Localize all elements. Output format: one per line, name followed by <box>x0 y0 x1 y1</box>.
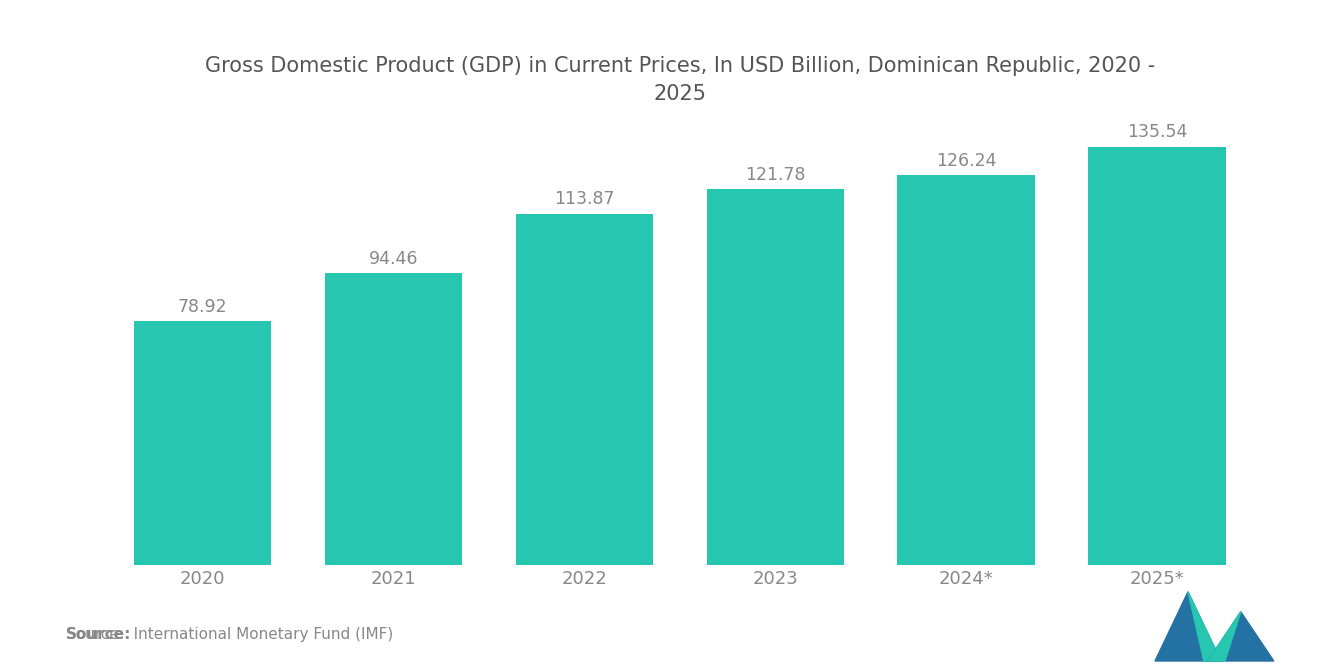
Text: Source:  International Monetary Fund (IMF): Source: International Monetary Fund (IMF… <box>66 626 393 642</box>
Bar <box>325 273 462 565</box>
Text: 113.87: 113.87 <box>554 190 615 208</box>
Text: Source:: Source: <box>66 626 132 642</box>
Bar <box>898 176 1035 565</box>
Text: 78.92: 78.92 <box>178 298 227 316</box>
Text: 121.78: 121.78 <box>744 166 805 184</box>
Polygon shape <box>1208 612 1241 661</box>
Bar <box>1089 146 1226 565</box>
Bar <box>133 321 271 565</box>
Text: 135.54: 135.54 <box>1127 123 1187 141</box>
Polygon shape <box>1155 592 1221 661</box>
Polygon shape <box>1188 592 1221 661</box>
Text: 126.24: 126.24 <box>936 152 997 170</box>
Bar <box>706 189 843 565</box>
Bar <box>516 213 653 565</box>
Text: 94.46: 94.46 <box>368 250 418 268</box>
Title: Gross Domestic Product (GDP) in Current Prices, In USD Billion, Dominican Republ: Gross Domestic Product (GDP) in Current … <box>205 56 1155 104</box>
Polygon shape <box>1208 612 1274 661</box>
